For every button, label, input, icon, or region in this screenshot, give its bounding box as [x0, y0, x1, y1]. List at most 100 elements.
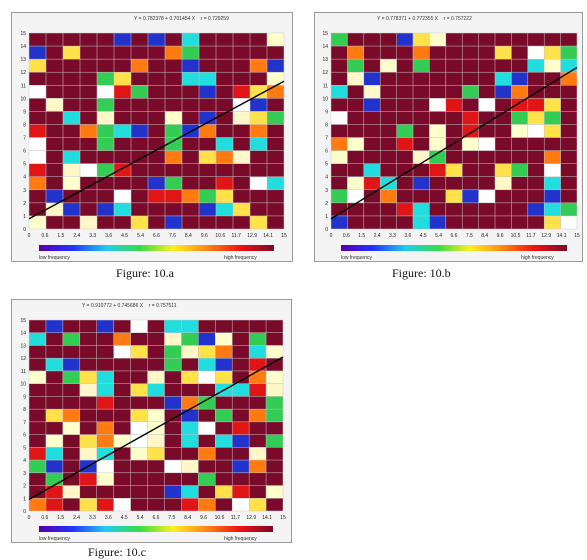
heatmap-cell	[495, 176, 512, 190]
x-tick-label: 2.4	[73, 233, 80, 239]
heatmap-cell	[148, 33, 165, 47]
heatmap-cell	[164, 345, 182, 359]
heatmap-cell	[62, 370, 80, 384]
heatmap-cell	[331, 33, 348, 47]
heatmap-cell	[249, 460, 267, 473]
heatmap-cell	[165, 150, 182, 164]
heatmap-cell	[215, 332, 233, 346]
heatmap-cell	[130, 345, 148, 359]
heatmap-cell	[347, 189, 364, 203]
heatmap-cell	[560, 202, 577, 216]
heatmap-cell	[130, 434, 148, 448]
x-tick-label: 0.6	[343, 233, 350, 239]
heatmap-cell	[527, 59, 545, 73]
y-tick-label: 8	[325, 122, 328, 128]
correlation-text: r = 0.757511	[148, 303, 177, 309]
heatmap-cell	[249, 358, 267, 371]
x-tick-label: 10.6	[215, 515, 225, 521]
chart-panel-b: Y = 0.778371 + 0.772355 X r = 0.757222 0…	[314, 12, 583, 262]
heatmap-cell	[79, 447, 97, 461]
heatmap-cell	[266, 409, 283, 422]
heatmap-cell	[250, 215, 267, 229]
heatmap-cell	[130, 421, 148, 435]
regression-line	[330, 66, 578, 220]
heatmap-cell	[363, 176, 381, 190]
x-tick-label: 2.4	[73, 515, 80, 521]
heatmap-cell	[266, 383, 283, 397]
x-tick-label: 14.1	[557, 233, 567, 239]
heatmap-cell	[544, 202, 561, 216]
heatmap-cell	[114, 85, 131, 99]
y-tick-label: 2	[325, 201, 328, 207]
heatmap-cell	[363, 85, 381, 99]
heatmap-cell	[79, 434, 97, 448]
heatmap-cell	[96, 383, 114, 397]
x-tick-label: 3.6	[105, 515, 112, 521]
heatmap-cell	[347, 72, 364, 86]
chart-panel-a: Y = 0.782378 + 0.701454 X r = 0.729259 0…	[11, 12, 293, 262]
x-tick-label: 6.6	[451, 233, 458, 239]
heatmap-cell	[63, 163, 80, 177]
heatmap-cell	[62, 332, 80, 346]
x-tick-label: 12.9	[246, 515, 256, 521]
x-tick-label: 8.4	[184, 515, 191, 521]
x-tick-label: 3.6	[404, 233, 411, 239]
heatmap-cell	[462, 124, 479, 138]
x-tick-label: 15	[280, 515, 286, 521]
heatmap-cell	[544, 111, 561, 125]
heatmap-cell	[181, 345, 199, 359]
y-tick-label: 12	[20, 70, 26, 76]
x-tick-label: 3.3	[389, 233, 396, 239]
heatmap-cell	[181, 485, 199, 499]
heatmap-cell	[63, 202, 80, 216]
heatmap-cell	[511, 85, 528, 99]
heatmap-cell	[250, 98, 267, 112]
x-tick-label: 1.5	[358, 233, 365, 239]
x-tick-label: 11.7	[232, 233, 242, 239]
heatmap-cell	[165, 176, 182, 190]
heatmap-cell	[79, 370, 97, 384]
y-tick-label: 14	[322, 44, 328, 50]
heatmap-cell	[181, 320, 199, 333]
heatmap-cell	[363, 163, 381, 177]
heatmap-cell	[495, 163, 512, 177]
y-tick-label: 6	[23, 149, 26, 155]
heatmap-cell	[267, 111, 284, 125]
heatmap-cell	[63, 111, 80, 125]
heatmap-cell	[45, 485, 63, 499]
heatmap-cell	[216, 202, 233, 216]
heatmap-cell	[232, 434, 250, 448]
heatmap-cell	[97, 124, 114, 138]
heatmap-cell	[131, 85, 148, 99]
heatmap-cell	[347, 176, 364, 190]
heatmap-cell	[215, 485, 233, 499]
heatmap-cell	[113, 345, 131, 359]
x-tick-label: 0.6	[41, 233, 48, 239]
heatmap-cell	[560, 46, 577, 60]
y-tick-label: 9	[325, 109, 328, 115]
heatmap-cell	[198, 472, 216, 486]
heatmap-cell	[527, 202, 545, 216]
heatmap-cell	[495, 85, 512, 99]
heatmap-cell	[113, 498, 131, 511]
heatmap-cell	[198, 358, 216, 371]
heatmap-cell	[114, 33, 131, 47]
y-tick-label: 8	[23, 122, 26, 128]
heatmap-cell	[560, 72, 577, 86]
heatmap-cell	[233, 202, 250, 216]
heatmap-cell	[97, 98, 114, 112]
y-tick-label: 13	[322, 57, 328, 63]
heatmap-cell	[165, 189, 182, 203]
heatmap-cell	[46, 202, 63, 216]
x-tick-label: 1.5	[57, 515, 64, 521]
y-tick-label: 15	[20, 318, 26, 324]
heatmap-cell	[181, 370, 199, 384]
heatmap-cell	[249, 409, 267, 422]
x-tick-label: 5.4	[137, 515, 144, 521]
heatmap-cell	[267, 176, 284, 190]
heatmap-cell	[560, 59, 577, 73]
heatmap-cell	[29, 460, 46, 473]
heatmap-cell	[182, 59, 199, 73]
heatmap-cell	[380, 189, 397, 203]
